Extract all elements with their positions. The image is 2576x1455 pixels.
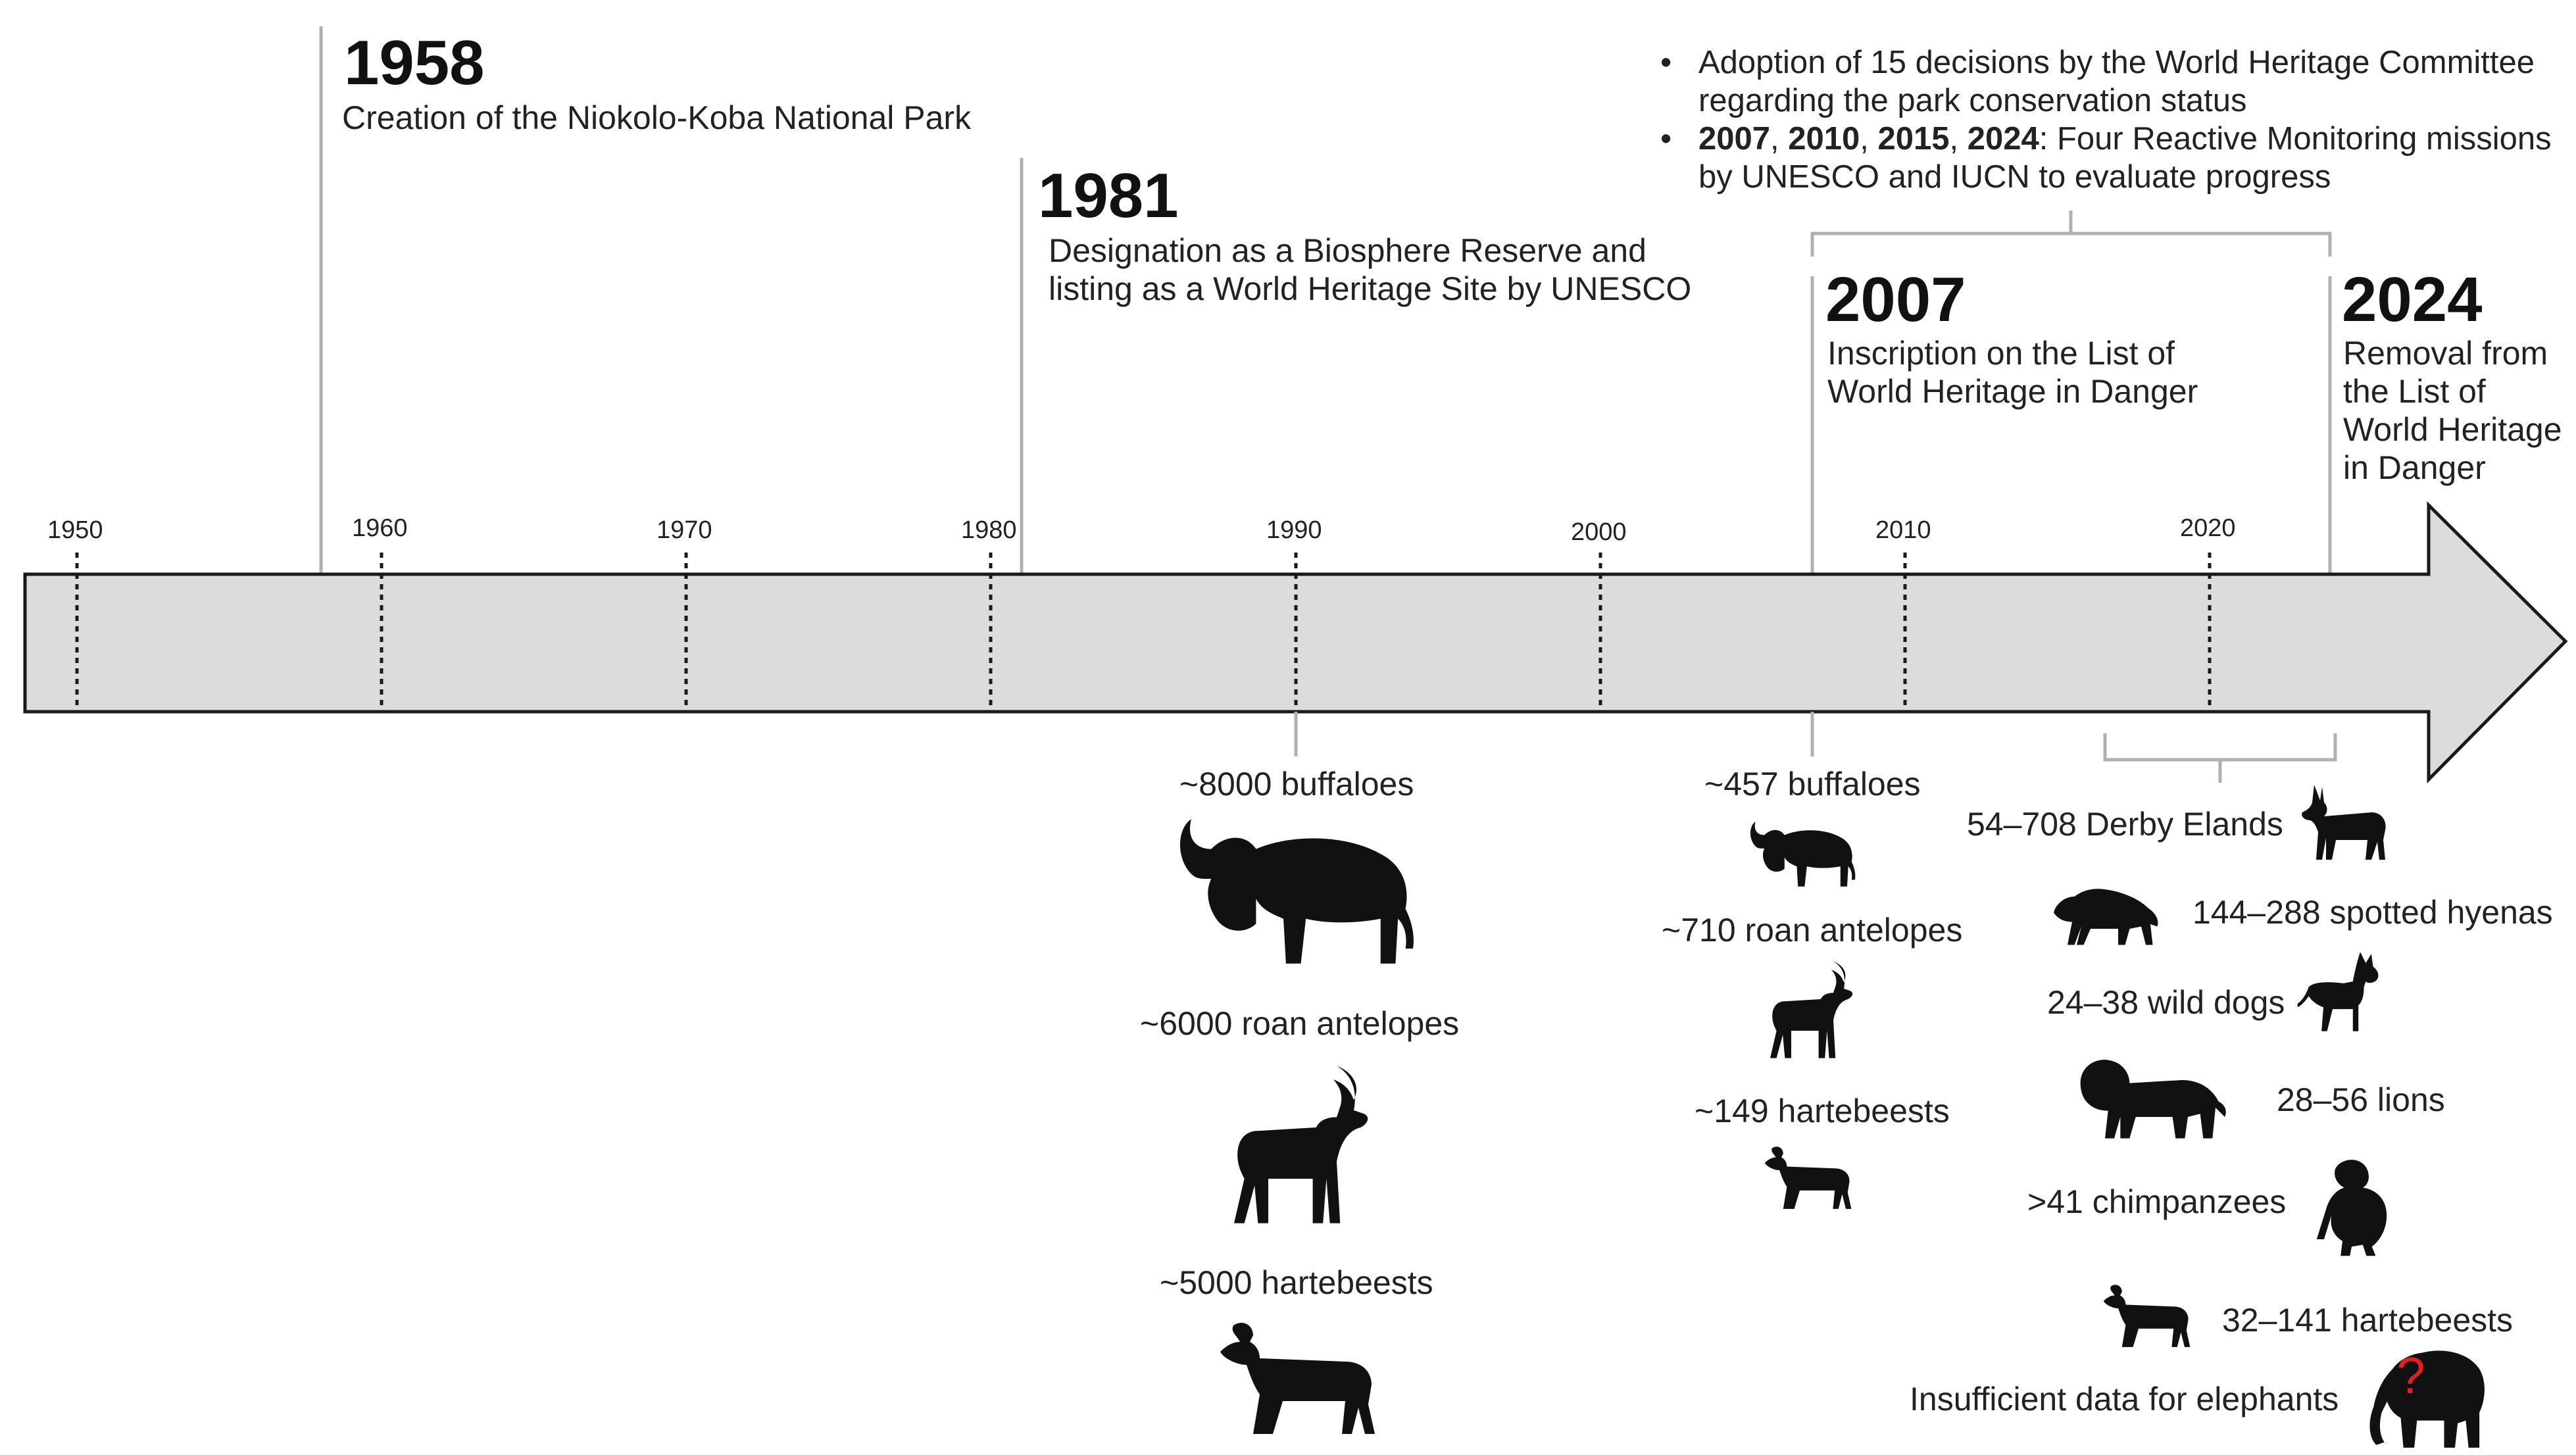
milestone-1981-line-2: listing as a World Heritage Site by UNES… [1049, 270, 1692, 307]
monitoring-bracket [1810, 210, 2332, 257]
lion-icon [2080, 1060, 2226, 1139]
note-decisions-line-2: regarding the park conservation status [1698, 83, 2247, 118]
milestone-2024-line-1: Removal from [2343, 335, 2548, 372]
tick-label-2020: 2020 [2180, 514, 2236, 542]
year-1981: 1981 [1038, 160, 1179, 231]
note-missions: 2007, 2010, 2015, 2024: Four Reactive Mo… [1652, 120, 2552, 196]
count-elephants: Insufficient data for elephants [1910, 1381, 2339, 1418]
mission-year-4: 2024 [1967, 121, 2039, 157]
count-2007-roan-antelopes: ~710 roan antelopes [1662, 912, 1963, 949]
tick-label-2010: 2010 [1875, 516, 1931, 544]
milestone-2024-line-2: the List of [2343, 373, 2486, 410]
note-decisions-line-1: Adoption of 15 decisions by the World He… [1698, 45, 2535, 80]
note-missions-line-2: by UNESCO and IUCN to evaluate progress [1698, 159, 2331, 195]
hartebeest-icon-2007 [1764, 1147, 1852, 1209]
tick-label-1980: 1980 [961, 516, 1017, 544]
milestone-1981-line-1: Designation as a Biosphere Reserve and [1049, 232, 1647, 269]
count-1990-roan-antelopes: ~6000 roan antelopes [1140, 1005, 1460, 1042]
mission-year-3: 2015 [1877, 121, 1950, 157]
roan-antelope-icon-1990 [1234, 1066, 1368, 1223]
wild-dog-icon [2297, 952, 2379, 1031]
tick-label-2000: 2000 [1571, 518, 1627, 546]
monitoring-notes: Adoption of 15 decisions by the World He… [1652, 43, 2552, 196]
note-missions-line-1: 2007, 2010, 2015, 2024: Four Reactive Mo… [1698, 121, 2552, 157]
count-hartebeests-recent: 32–141 hartebeests [2222, 1302, 2514, 1339]
elephant-icon [2369, 1350, 2485, 1448]
milestone-1981-text: Designation as a Biosphere Reserve and l… [1049, 232, 1691, 308]
mission-year-2: 2010 [1788, 121, 1860, 157]
count-2007-buffaloes: ~457 buffaloes [1704, 766, 1921, 802]
tick-label-1990: 1990 [1266, 516, 1322, 544]
hartebeest-icon-recent [2103, 1285, 2191, 1347]
milestone-2007-line-1: Inscription on the List of [1827, 335, 2175, 372]
year-2024: 2024 [2342, 264, 2483, 335]
count-spotted-hyenas: 144–288 spotted hyenas [2192, 894, 2553, 931]
milestone-2024-line-4: in Danger [2343, 449, 2486, 486]
chimpanzee-icon [2316, 1160, 2387, 1256]
tick-label-1950: 1950 [47, 516, 103, 544]
spotted-hyena-icon [2054, 889, 2158, 945]
note-missions-rest: : Four Reactive Monitoring missions [2039, 121, 2552, 157]
milestone-2007-line-2: World Heritage in Danger [1827, 373, 2198, 410]
tick-label-1960: 1960 [352, 514, 408, 542]
buffalo-icon-1990 [1179, 819, 1414, 964]
count-1990-hartebeests: ~5000 hartebeests [1160, 1264, 1433, 1301]
year-1958: 1958 [344, 28, 485, 98]
milestone-2007-text: Inscription on the List of World Heritag… [1827, 334, 2198, 410]
milestone-2024-line-3: World Heritage [2343, 411, 2562, 448]
count-wild-dogs: 24–38 wild dogs [2047, 984, 2285, 1021]
roan-antelope-icon-2007 [1770, 961, 1853, 1058]
tick-label-1970: 1970 [656, 516, 712, 544]
count-derby-elands: 54–708 Derby Elands [1967, 806, 2283, 843]
timeline-arrow [23, 501, 2568, 784]
derby-eland-icon [2302, 785, 2386, 860]
mission-year-1: 2007 [1698, 121, 1771, 157]
elephant-question-mark: ? [2396, 1346, 2425, 1404]
count-lions: 28–56 lions [2277, 1081, 2445, 1118]
milestone-1958-text: Creation of the Niokolo-Koba National Pa… [342, 99, 972, 136]
recent-bracket [2103, 733, 2337, 783]
note-decisions: Adoption of 15 decisions by the World He… [1652, 43, 2552, 120]
milestone-2024-text: Removal from the List of World Heritage … [2343, 334, 2562, 487]
buffalo-icon-2007 [1750, 822, 1856, 887]
hartebeest-icon-1990 [1220, 1322, 1375, 1434]
count-2007-hartebeests: ~149 hartebeests [1695, 1093, 1950, 1129]
count-chimpanzees: >41 chimpanzees [2027, 1183, 2287, 1220]
year-2007: 2007 [1825, 264, 1966, 335]
count-1990-buffaloes: ~8000 buffaloes [1179, 766, 1414, 802]
